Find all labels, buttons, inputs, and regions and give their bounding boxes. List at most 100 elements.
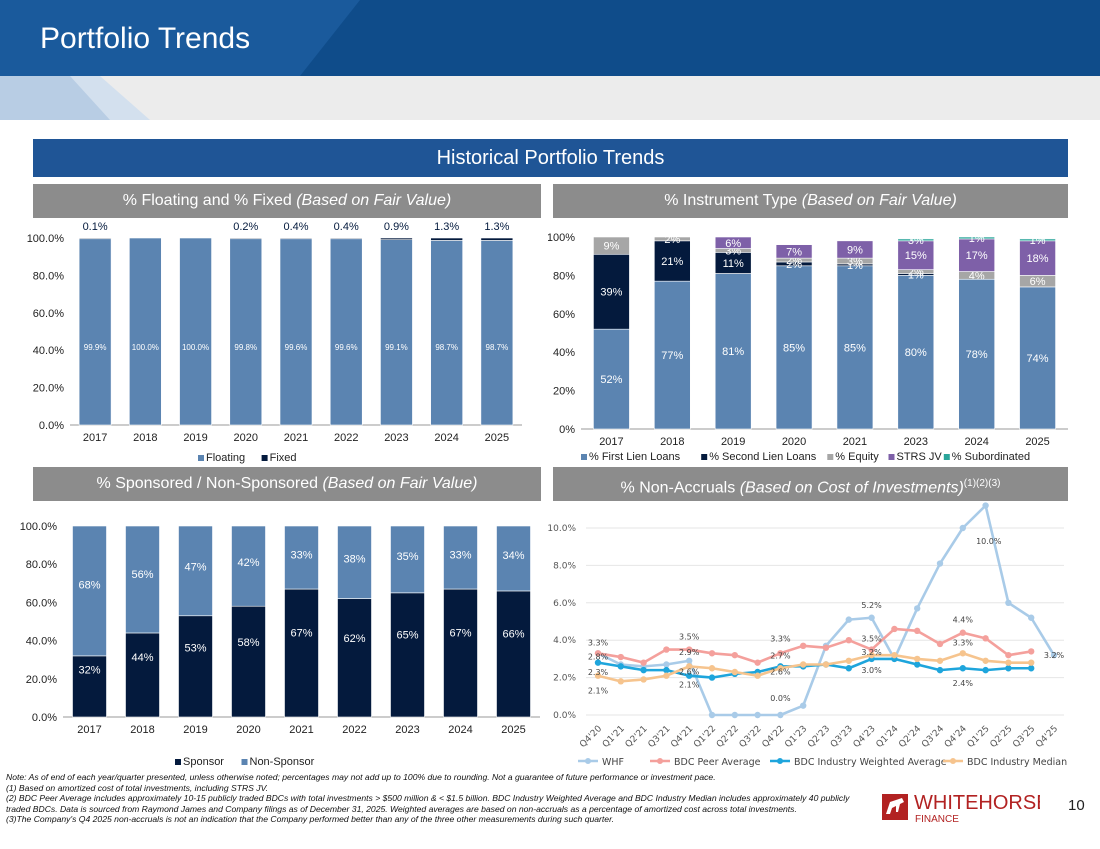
bar-segment--subordinated [1019, 238, 1056, 242]
data-label: 1.3% [434, 221, 459, 233]
data-label: 2.4% [953, 679, 974, 688]
data-point [800, 702, 807, 709]
data-label: 1% [1030, 235, 1046, 247]
bar-segment-floating [179, 237, 212, 426]
data-label: 0.1% [83, 221, 108, 233]
data-point [982, 657, 989, 664]
data-label: 62% [343, 633, 365, 645]
data-point [822, 661, 830, 668]
data-label: 81% [722, 346, 744, 358]
bar-segment-non-sponsor [231, 525, 266, 607]
y-tick-label: 0.0% [39, 420, 64, 432]
data-label: 34% [502, 550, 524, 562]
data-point [640, 676, 647, 683]
bar-segment-sponsor [231, 605, 266, 718]
y-tick-label: 40% [553, 347, 575, 359]
data-label: 99.6% [335, 343, 358, 352]
data-point [845, 665, 852, 672]
legend-label: BDC Peer Average [674, 757, 761, 768]
x-tick-label: 2019 [183, 724, 207, 736]
bar-segment-floating [279, 238, 313, 426]
data-point [686, 646, 693, 653]
bar-segment-sponsor [443, 588, 478, 718]
x-tick-label: 2018 [660, 436, 684, 448]
page-title: Portfolio Trends [40, 22, 251, 55]
legend-swatch [261, 455, 268, 461]
x-tick-label: Q3'23 [829, 724, 855, 750]
x-tick-label: 2018 [130, 724, 154, 736]
bar-segment-floating [229, 238, 263, 426]
data-label: 11% [723, 258, 744, 270]
data-point [982, 666, 989, 674]
x-tick-label: Q3'25 [1011, 724, 1037, 750]
data-point [640, 659, 647, 666]
x-tick-label: Q2'24 [897, 724, 923, 750]
data-point [663, 672, 670, 679]
bar-segment-non-sponsor [284, 525, 319, 590]
data-label: 3.3% [770, 634, 791, 643]
footnote: Note: As of end of each year/quarter pre… [6, 772, 716, 782]
bar-segment--second-lien-loans [593, 253, 630, 330]
header-bar [0, 0, 1100, 120]
data-label: 1% [969, 233, 985, 245]
legend-label: WHF [602, 757, 624, 768]
data-label: 67% [290, 628, 312, 640]
legend-label: Floating [206, 452, 245, 464]
data-point [936, 666, 944, 674]
data-label: 2.7% [770, 652, 791, 661]
bar-segment-strs-jv [775, 244, 813, 259]
data-point [1005, 599, 1012, 606]
data-label: 3.0% [861, 666, 882, 675]
data-label: 66% [502, 629, 524, 641]
bar-segment-strs-jv [958, 238, 995, 272]
data-label: 65% [396, 630, 418, 642]
data-point [868, 646, 875, 653]
bar-segment-sponsor [125, 632, 160, 718]
bar-segment-non-sponsor [390, 525, 425, 594]
data-point [754, 711, 761, 719]
data-label: 33% [290, 549, 312, 561]
data-label: 39% [600, 287, 622, 299]
y-tick-label: 20% [553, 386, 575, 398]
y-tick-label: 8.0% [553, 561, 576, 571]
data-point [663, 666, 670, 674]
data-label: 99.8% [234, 343, 257, 352]
x-tick-label: 2019 [183, 432, 207, 444]
y-tick-label: 80.0% [26, 559, 57, 571]
data-label: 99.9% [84, 343, 107, 352]
data-point [731, 711, 738, 719]
bar-segment-floating [380, 239, 413, 426]
x-tick-label: 2025 [1025, 436, 1049, 448]
bar-segment-strs-jv [714, 236, 752, 249]
bar-segment-non-sponsor [125, 525, 160, 634]
data-label: 3.3% [953, 638, 974, 647]
bar-segment-floating [480, 240, 514, 426]
data-label: 0.4% [334, 221, 359, 233]
bar-segment-fixed [279, 237, 313, 240]
bar-segment-sponsor [337, 598, 372, 718]
data-point [936, 657, 944, 664]
data-label: 6% [725, 238, 741, 250]
x-tick-label: 2024 [964, 436, 988, 448]
legend-swatch [581, 454, 587, 460]
data-label: 2.6% [679, 667, 700, 676]
data-label: 33% [449, 549, 471, 561]
x-tick-label: Q4'24 [943, 724, 969, 750]
data-label: 4% [969, 270, 985, 282]
bar-segment-floating [78, 237, 112, 426]
data-label: 58% [237, 637, 259, 649]
legend-label: BDC Industry Median [967, 757, 1067, 768]
data-point [617, 653, 624, 661]
x-tick-label: Q1'22 [692, 724, 718, 750]
legend-label: Sponsor [183, 756, 224, 768]
bar-segment-fixed [430, 237, 463, 241]
footnote: (3)The Company's Q4 2025 non-accruals is… [6, 814, 614, 825]
bar-segment--equity [593, 236, 630, 255]
data-label: 77% [661, 350, 683, 362]
data-label: 3% [847, 256, 863, 268]
y-tick-label: 20.0% [26, 674, 57, 686]
data-label: 9% [847, 244, 863, 256]
data-label: 7% [786, 246, 802, 258]
bar-segment-non-sponsor [443, 525, 478, 590]
panel-title-floating: % Floating and % Fixed (Based on Fair Va… [33, 184, 541, 218]
